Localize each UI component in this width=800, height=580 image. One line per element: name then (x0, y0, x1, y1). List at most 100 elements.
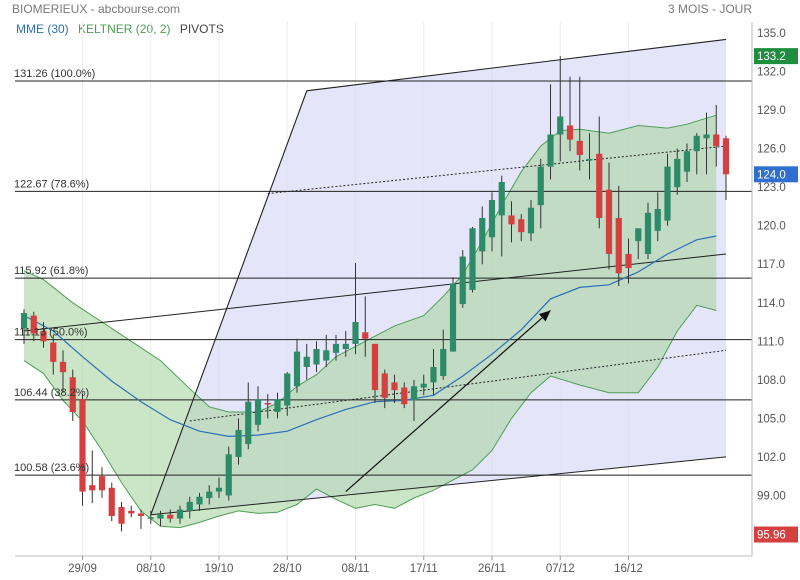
x-tick-label: 19/10 (205, 563, 234, 575)
trend-arrow-head (538, 310, 551, 322)
plot-area (15, 22, 752, 556)
chart-title: BIOMERIEUX - abcbourse.com (12, 2, 181, 16)
y-tick-label: 120.0 (757, 221, 786, 233)
x-tick-label: 26/11 (478, 563, 506, 575)
candle-body (703, 134, 710, 139)
fib-level-label: 122.67 (78.6%) (14, 178, 89, 190)
y-tick-label: 102.0 (757, 452, 786, 464)
candle-body (79, 399, 86, 492)
candle-body (449, 283, 457, 352)
x-tick-label: 16/12 (614, 563, 643, 575)
candle-body (488, 200, 496, 238)
candle-body (625, 253, 632, 269)
candle-body (391, 382, 398, 391)
candle-body (430, 367, 437, 383)
pivot-fan-edge (150, 38, 727, 515)
keltner-band (24, 115, 717, 528)
candle-body (381, 373, 388, 398)
candle-body (284, 373, 291, 406)
trendline (267, 145, 727, 195)
fib-level-label: 100.58 (23.6%) (14, 462, 89, 474)
fib-level-label: 111.13 (50.0%) (14, 327, 88, 339)
candle-body (303, 356, 310, 367)
candle-body (547, 134, 554, 167)
candle-body (167, 514, 174, 519)
candle-body (586, 158, 593, 161)
candle-body (693, 135, 700, 152)
period-label[interactable]: 3 MOIS - JOUR (667, 2, 752, 16)
candle-body (410, 386, 418, 401)
candle-body (176, 509, 184, 519)
x-tick-label: 28/10 (273, 563, 302, 575)
candle-body (332, 343, 340, 353)
high-price-tag-text: 133.2 (757, 51, 786, 63)
indicator-legend: MME (30) KELTNER (20, 2) PIVOTS (16, 22, 230, 36)
x-tick-label: 08/11 (342, 563, 370, 575)
low-price-tag-bg (754, 526, 798, 543)
last-price-tag-bg (754, 166, 798, 183)
candle-body (313, 349, 320, 365)
last-price-tag-text: 124.0 (757, 169, 786, 181)
candle-body (635, 228, 642, 242)
high-price-tag-bg (754, 48, 798, 65)
y-tick-label: 99.00 (757, 490, 786, 502)
keltner-lower-line (23, 304, 717, 529)
candle-body (342, 343, 349, 350)
candle-body (566, 125, 574, 140)
y-tick-label: 126.0 (757, 144, 786, 156)
candle-body (245, 401, 252, 445)
candle-body (479, 217, 486, 252)
candle-body (371, 343, 379, 391)
candle-body (98, 476, 106, 491)
candle-body (118, 507, 125, 524)
legend-pivots[interactable]: PIVOTS (179, 22, 224, 36)
candle-body (518, 219, 525, 233)
candle-body (615, 217, 622, 274)
y-tick-label: 108.0 (757, 375, 786, 387)
last-price-tag: 124.0 (754, 166, 798, 183)
candle-body (186, 501, 193, 511)
x-tick-label: 08/10 (136, 563, 165, 575)
candle-body (293, 351, 301, 387)
y-tick-label: 132.0 (757, 67, 786, 79)
candle-body (137, 513, 145, 517)
legend-mme[interactable]: MME (30) (16, 22, 69, 36)
candle-body (157, 514, 164, 519)
candle-body (254, 399, 262, 425)
candle-body (147, 517, 154, 519)
candle-body (362, 332, 369, 339)
low-price-tag: 95.96 (754, 526, 798, 543)
candle-body (664, 166, 671, 221)
y-tick-label: 105.0 (757, 413, 786, 425)
candle-body (420, 383, 427, 388)
x-tick-label: 17/11 (410, 563, 438, 575)
x-tick-label: 07/12 (546, 563, 575, 575)
y-tick-label: 114.0 (757, 298, 785, 310)
high-price-tag: 133.2 (754, 48, 798, 65)
candle-body (40, 331, 47, 342)
candle-body (576, 140, 583, 156)
candle-body (605, 189, 613, 254)
candle-body (644, 212, 652, 254)
fib-level-label: 131.26 (100.0%) (14, 68, 95, 80)
candle-body (264, 402, 271, 405)
candle-body (108, 487, 115, 517)
keltner-upper-line (23, 114, 717, 413)
candle-body (459, 256, 466, 305)
fib-level-label: 115.92 (61.8%) (14, 265, 88, 277)
legend-keltner[interactable]: KELTNER (20, 2) (78, 22, 171, 36)
candle-body (440, 349, 447, 376)
candle-body (206, 491, 213, 499)
y-tick-label: 111.0 (757, 336, 784, 348)
candle-body (352, 322, 359, 344)
candle-body (722, 138, 730, 175)
candle-body (225, 454, 232, 496)
y-tick-label: 129.0 (757, 105, 786, 117)
candle-body (537, 166, 544, 206)
candle-body (50, 342, 57, 362)
candle-body (596, 153, 603, 218)
candle-body (89, 485, 96, 491)
candle-body (274, 399, 281, 412)
y-tick-label: 123.0 (757, 182, 786, 194)
